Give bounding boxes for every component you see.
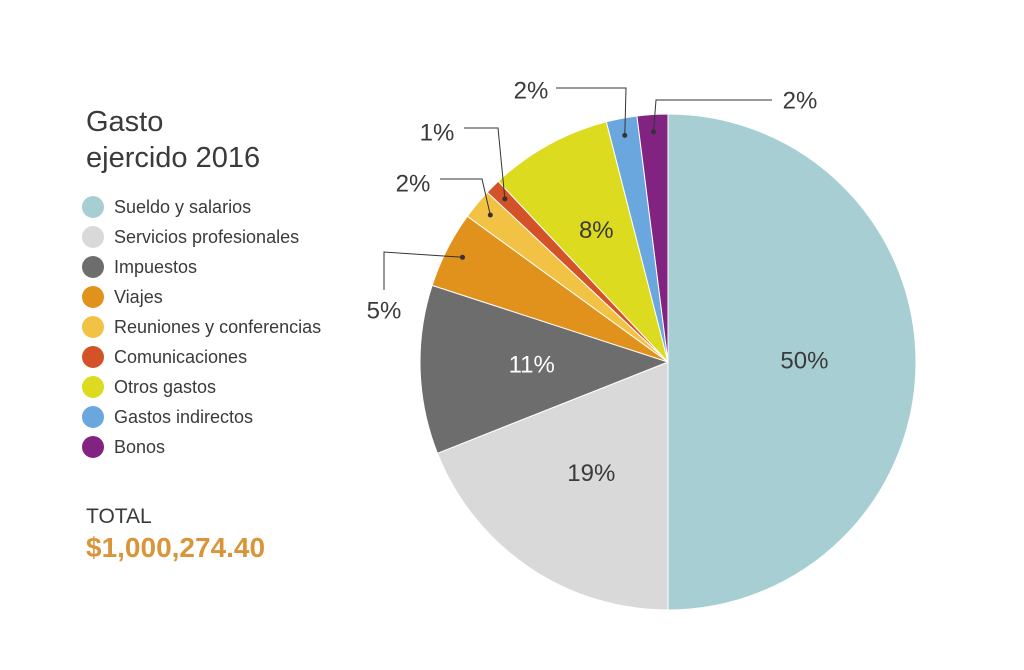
slice-label: 5% [367, 297, 402, 324]
legend-label: Comunicaciones [114, 346, 248, 367]
legend-item: Otros gastos [82, 372, 321, 402]
leader-dot [460, 254, 465, 260]
legend-swatch [82, 436, 104, 458]
legend-label: Reuniones y conferencias [114, 316, 322, 337]
leader-line [464, 127, 506, 199]
legend-item: Viajes [82, 282, 321, 312]
leader-dot [651, 129, 656, 135]
slice-label: 2% [514, 77, 549, 104]
legend-swatch [82, 196, 104, 218]
legend-label: Otros gastos [114, 376, 217, 397]
legend-item: Reuniones y conferencias [82, 312, 321, 342]
slice-label: 2% [783, 87, 818, 114]
legend-swatch [82, 346, 104, 368]
legend-item: Gastos indirectos [82, 402, 321, 432]
legend-item: Servicios profesionales [82, 222, 321, 252]
leader-line [653, 99, 772, 132]
legend-swatch [82, 286, 104, 308]
legend: Sueldo y salarios Servicios profesionales… [82, 192, 321, 462]
total-value: $1,000,274.40 [86, 532, 266, 563]
slice-label: 11% [509, 352, 555, 379]
slice-label: 2% [396, 170, 431, 197]
pie-slice [436, 361, 669, 611]
leader-line [383, 251, 463, 290]
chart-title: Gasto ejercido 2016 [86, 104, 346, 176]
slice-label: 8% [579, 217, 614, 244]
legend-label: Gastos indirectos [114, 406, 254, 427]
pie-slice [636, 113, 669, 363]
pie-slice [497, 121, 669, 363]
slice-label: 50% [780, 347, 828, 374]
pie-slice [419, 284, 670, 454]
legend-label: Servicios profesionales [114, 226, 300, 247]
leader-dot [502, 196, 508, 202]
legend-label: Viajes [114, 286, 163, 307]
leader-dot [487, 212, 493, 218]
legend-swatch [82, 376, 104, 398]
legend-swatch [82, 256, 104, 278]
legend-label: Bonos [114, 436, 166, 457]
pie-slice [667, 113, 917, 611]
chart-title-line-1: Gasto [86, 106, 164, 138]
legend-item: Impuestos [82, 252, 321, 282]
leader-line [556, 87, 627, 136]
slice-label: 1% [420, 119, 455, 146]
legend-swatch [82, 226, 104, 248]
leader-dot [622, 132, 628, 138]
legend-label: Impuestos [114, 256, 198, 277]
legend-swatch [82, 316, 104, 338]
legend-item: Bonos [82, 432, 321, 462]
leader-line [440, 178, 491, 216]
legend-label: Sueldo y salarios [114, 196, 252, 217]
slice-label: 19% [567, 460, 615, 487]
legend-item: Comunicaciones [82, 342, 321, 372]
chart-title-line-2: ejercido 2016 [86, 142, 261, 174]
legend-swatch [82, 406, 104, 428]
legend-item: Sueldo y salarios [82, 192, 321, 222]
total-label: TOTAL [86, 505, 152, 528]
